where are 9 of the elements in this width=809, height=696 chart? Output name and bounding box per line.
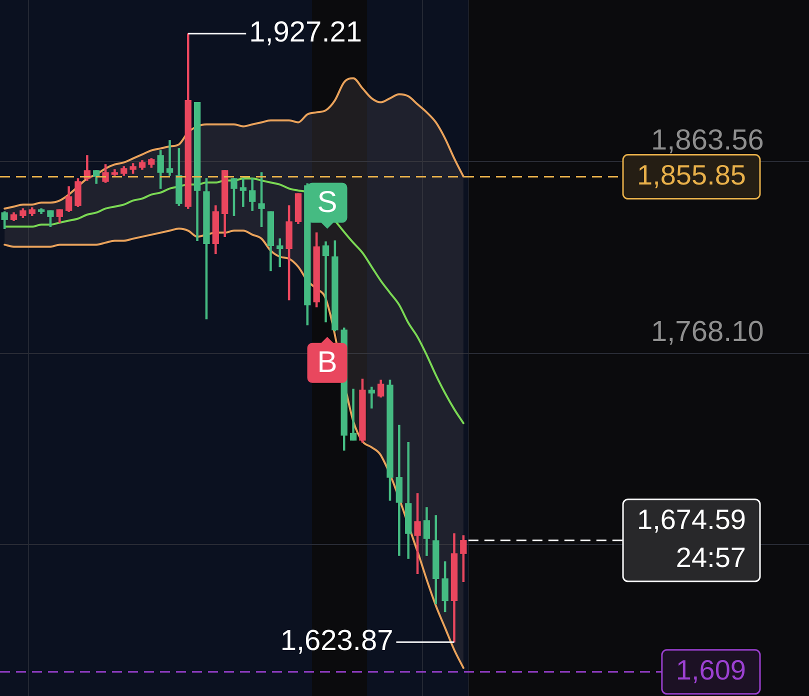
- ref-line-label: 1,674.59 24:57: [637, 504, 746, 574]
- y-tick-label: 1,863.56: [651, 124, 764, 156]
- annotation: 1,623.87: [280, 625, 394, 658]
- ref-line-label: 1,855.85: [637, 160, 746, 191]
- annotation: S: [317, 186, 338, 219]
- annotation: B: [317, 346, 338, 380]
- annotation: 1,927.21: [249, 16, 362, 49]
- ref-line-label: 1,609: [676, 654, 746, 686]
- y-tick-label: 1,768.10: [651, 316, 764, 348]
